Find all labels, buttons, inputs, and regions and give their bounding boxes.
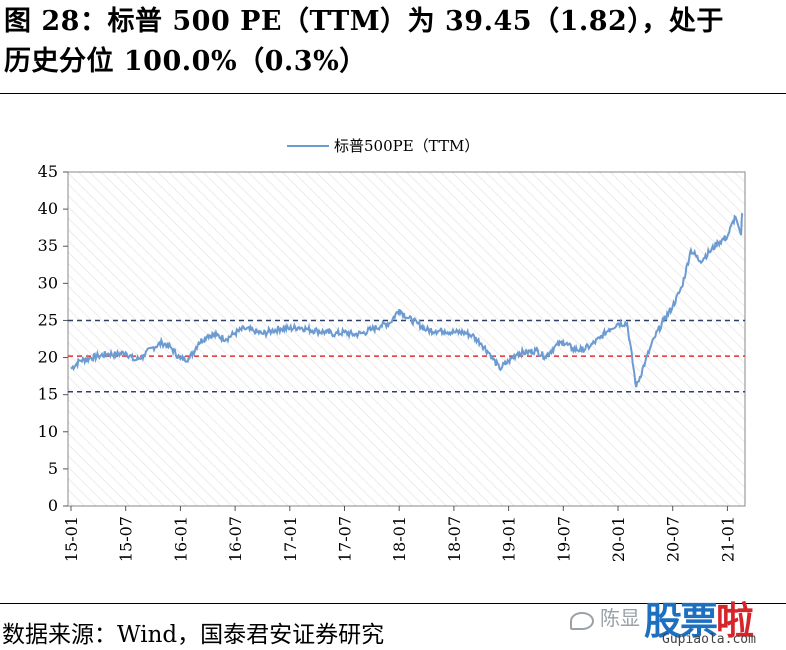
x-tick-label: 15-01 [62, 516, 81, 562]
x-tick-label: 20-07 [664, 516, 683, 562]
pe-line-chart: 0 5 10 15 20 25 30 35 40 45 15-01 15-07 16-01 16-07 17… [38, 137, 746, 562]
data-source-note: 数据来源：Wind，国泰君安证券研究 [2, 622, 385, 648]
figure-title-line1: 图 28：标普 500 PE（TTM）为 39.45（1.82），处于 [4, 6, 724, 37]
title-divider [0, 93, 786, 94]
x-tick-label: 15-07 [117, 516, 136, 562]
watermark-logo-main: 股票 [644, 599, 718, 643]
legend-label: 标普500PE（TTM） [334, 137, 479, 155]
x-tick-label: 16-01 [171, 516, 190, 562]
x-tick-label: 17-07 [336, 516, 355, 562]
y-tick-label: 20 [38, 348, 58, 367]
x-tick-label: 20-01 [609, 516, 628, 562]
source-divider [0, 603, 786, 604]
y-tick-label: 30 [38, 273, 58, 292]
watermark-logo-accent: 啦 [716, 599, 754, 643]
plot-background [68, 172, 745, 506]
x-tick-label: 18-01 [390, 516, 409, 562]
x-tick-label: 21-01 [718, 516, 737, 562]
y-tick-label: 0 [48, 496, 58, 515]
x-tick-label: 19-07 [554, 516, 573, 562]
watermark-logo: 股票啦 [644, 590, 754, 645]
y-tick-label: 40 [38, 199, 58, 218]
y-tick-label: 45 [38, 162, 58, 181]
y-tick-label: 15 [38, 385, 58, 404]
plot-frame [67, 171, 746, 507]
watermark: 陈显 股票啦 Gupiaola.com [570, 592, 780, 650]
x-tick-label: 16-07 [226, 516, 245, 562]
x-tick-label: 19-01 [500, 516, 519, 562]
x-tick-label: 18-07 [445, 516, 464, 562]
y-tick-label: 5 [48, 459, 58, 478]
wechat-icon [570, 612, 594, 630]
watermark-url: Gupiaola.com [662, 632, 756, 647]
y-tick-label: 35 [38, 236, 58, 255]
y-tick-label: 25 [38, 310, 58, 329]
series-line-sp500-pe [70, 213, 743, 388]
watermark-author: 陈显 [600, 606, 640, 630]
x-tick-label: 17-01 [281, 516, 300, 562]
figure-title: 图 28：标普 500 PE（TTM）为 39.45（1.82），处于 历史分位… [4, 2, 784, 82]
figure-title-line2: 历史分位 100.0%（0.3%） [4, 46, 367, 77]
y-tick-label: 10 [38, 422, 58, 441]
